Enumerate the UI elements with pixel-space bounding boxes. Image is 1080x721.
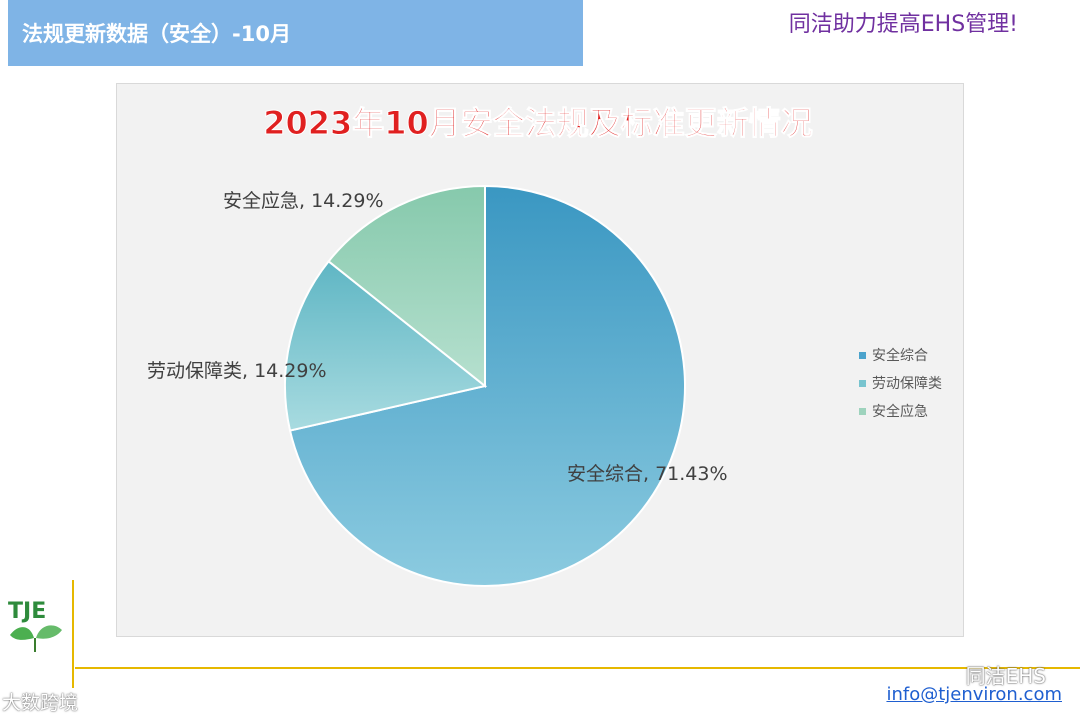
chart-title: 2023年10月安全法规及标准更新情况 (263, 104, 813, 142)
slice-safety-emergency (327, 184, 486, 389)
legend-entry-2: 安全应急 (872, 403, 928, 420)
chart-area: 2023年10月安全法规及标准更新情况 安全综合, 71.43% 劳动保障类, 1… (116, 83, 964, 637)
data-label-0: 安全综合, 71.43% (567, 463, 728, 485)
pie-chart: 2023年10月安全法规及标准更新情况 安全综合, 71.43% 劳动保障类, 1… (147, 104, 942, 587)
slice-labor-security (284, 259, 488, 432)
tje-logo: TJE (0, 590, 75, 685)
footer-horizontal-rule (75, 667, 1080, 669)
watermark-right: 同洁EHS (965, 664, 1046, 688)
contact-email-link[interactable]: info@tjenviron.com (886, 684, 1062, 705)
page-title: 法规更新数据（安全）-10月 (22, 22, 291, 46)
data-label-2: 安全应急, 14.29% (223, 190, 384, 212)
slogan: 同洁助力提高EHS管理! (788, 12, 1018, 37)
legend-swatch-1 (859, 380, 866, 387)
header-bar: 法规更新数据（安全）-10月 (8, 0, 583, 66)
slice-safety-general (288, 184, 686, 587)
legend-entry-0: 安全综合 (872, 347, 928, 364)
legend-swatch-0 (859, 352, 866, 359)
footer-vertical-rule (72, 580, 74, 688)
logo-text: TJE (8, 599, 46, 624)
watermark-left: 大数跨境 (2, 692, 79, 714)
legend-swatch-2 (859, 408, 866, 415)
legend-entry-1: 劳动保障类 (872, 376, 942, 392)
data-label-1: 劳动保障类, 14.29% (147, 360, 327, 382)
